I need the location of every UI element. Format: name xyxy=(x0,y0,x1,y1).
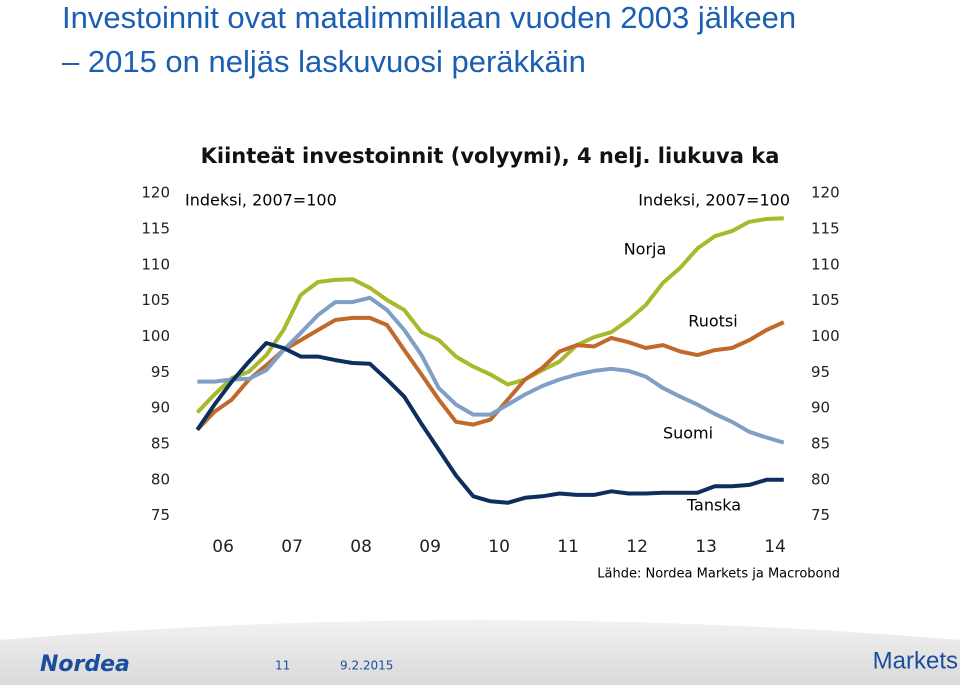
x-tick-label: 07 xyxy=(281,537,303,557)
y-tick-label: 115 xyxy=(141,220,170,238)
x-tick-label: 10 xyxy=(488,537,510,557)
y-tick-label: 90 xyxy=(151,399,170,417)
y2-tick-label: 90 xyxy=(811,399,830,417)
series-label: Norja xyxy=(624,240,667,259)
series-label: Ruotsi xyxy=(688,312,737,331)
source: Lähde: Nordea Markets ja Macrobond xyxy=(597,567,840,582)
y-tick-label: 100 xyxy=(141,327,170,345)
series-label: Suomi xyxy=(663,424,713,443)
y-tick-label: 95 xyxy=(151,363,170,381)
y2-tick-label: 75 xyxy=(811,506,830,524)
line xyxy=(195,216,784,414)
chart-title: Kiinteät investoinnit (volyymi), 4 nelj.… xyxy=(201,144,780,168)
y2-tick-label: 115 xyxy=(811,220,840,238)
line xyxy=(195,315,785,432)
line xyxy=(195,341,784,505)
footer-band xyxy=(0,620,960,685)
y-tick-label: 120 xyxy=(141,184,170,202)
y2-tick-label: 120 xyxy=(811,184,840,202)
slide-title: Investoinnit ovat matalimmillaan vuoden … xyxy=(62,0,796,35)
x-tick-label: 12 xyxy=(626,537,648,557)
x-tick-label: 06 xyxy=(212,537,234,557)
y-tick-label: 105 xyxy=(141,291,170,309)
date: 9.2.2015 xyxy=(340,659,393,673)
y2-tick-label: 100 xyxy=(811,327,840,345)
x-tick-label: 08 xyxy=(350,537,372,557)
y2-tick-label: 95 xyxy=(811,363,830,381)
x-tick-label: 09 xyxy=(419,537,441,557)
brand: Markets xyxy=(873,647,958,674)
y2-tick-label: 85 xyxy=(811,435,830,453)
series-label: Tanska xyxy=(686,496,741,515)
y2-tick-label: 110 xyxy=(811,255,840,273)
slide-subtitle: – 2015 on neljäs laskuvuosi peräkkäin xyxy=(62,44,586,79)
y-tick-label: 110 xyxy=(141,255,170,273)
x-tick-label: 13 xyxy=(695,537,717,557)
y2-tick-label: 105 xyxy=(811,291,840,309)
x-tick-label: 14 xyxy=(764,537,786,557)
page-number: 11 xyxy=(275,659,290,673)
logo: Nordea xyxy=(40,652,130,677)
annotation: Indeksi, 2007=100 xyxy=(638,191,790,210)
y-tick-label: 80 xyxy=(151,470,170,488)
line xyxy=(197,295,785,445)
y-tick-label: 75 xyxy=(151,506,170,524)
y-tick-label: 85 xyxy=(151,435,170,453)
x-tick-label: 11 xyxy=(557,537,579,557)
annotation: Indeksi, 2007=100 xyxy=(185,191,337,210)
y2-tick-label: 80 xyxy=(811,470,830,488)
